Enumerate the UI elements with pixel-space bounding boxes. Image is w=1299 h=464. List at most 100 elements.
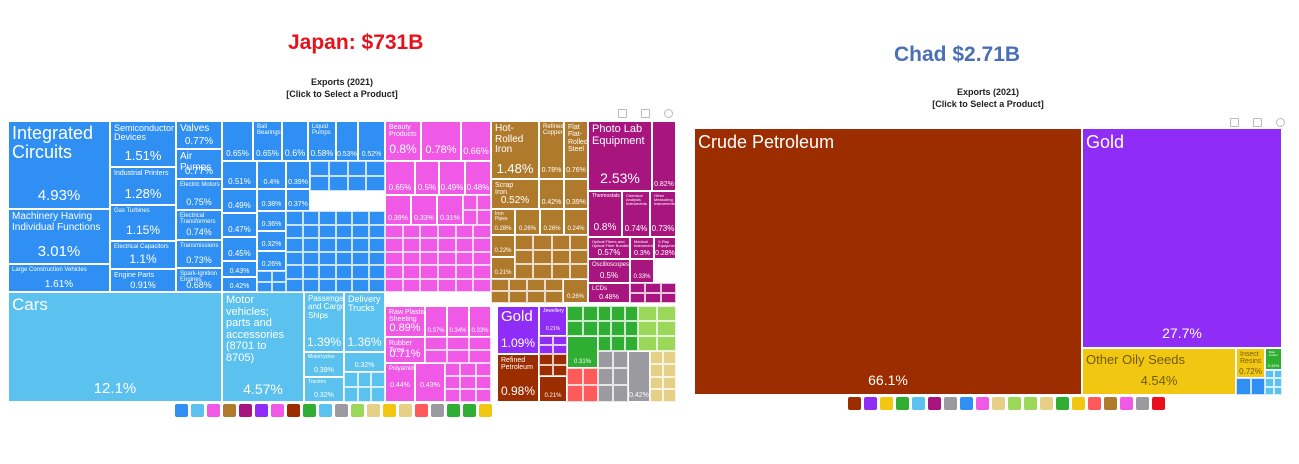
treemap-tile[interactable]: Electrical Capacitors 1.1%: [110, 241, 176, 269]
treemap-tile[interactable]: Flat Flat-Rolled Steel 0.76%: [564, 121, 588, 179]
treemap-tile[interactable]: [582, 385, 598, 402]
legend-category-icon[interactable]: [944, 397, 957, 410]
treemap-tile[interactable]: [455, 278, 474, 292]
treemap-tile[interactable]: [624, 336, 638, 351]
treemap-tile[interactable]: [319, 251, 336, 265]
treemap-tile[interactable]: [366, 176, 385, 191]
treemap-tile[interactable]: 0.38%: [257, 189, 286, 211]
treemap-tile[interactable]: [663, 363, 676, 377]
legend-category-icon[interactable]: [1024, 397, 1037, 410]
treemap-tile[interactable]: 0.26%: [540, 209, 564, 235]
treemap-tile[interactable]: [335, 238, 352, 252]
treemap-tile[interactable]: [328, 161, 348, 176]
treemap-tile[interactable]: Industrial Printers 1.28%: [110, 167, 176, 205]
legend-category-icon[interactable]: [415, 404, 428, 417]
treemap-tile[interactable]: [515, 264, 534, 279]
treemap-tile[interactable]: [402, 251, 421, 266]
treemap-tile[interactable]: [533, 264, 552, 279]
treemap-tile[interactable]: [650, 363, 663, 377]
treemap-tile[interactable]: [447, 350, 469, 363]
treemap-tile[interactable]: Ball Bearings 0.65%: [253, 121, 282, 161]
legend-category-icon[interactable]: [239, 404, 252, 417]
japan-treemap[interactable]: Integrated Circuits 4.93% Machinery Having…: [8, 121, 676, 402]
treemap-tile[interactable]: [385, 225, 403, 239]
treemap-tile[interactable]: [302, 238, 319, 252]
treemap-tile[interactable]: [286, 265, 303, 279]
treemap-tile[interactable]: [473, 251, 491, 266]
legend-category-icon[interactable]: [1072, 397, 1085, 410]
treemap-tile[interactable]: [553, 336, 567, 345]
treemap-tile[interactable]: [347, 161, 367, 176]
treemap-tile[interactable]: 0.37%: [286, 189, 310, 211]
treemap-tile[interactable]: 0.31%: [437, 195, 463, 225]
treemap-tile[interactable]: [477, 195, 491, 210]
legend-category-icon[interactable]: [255, 404, 268, 417]
legend-category-icon[interactable]: [351, 404, 364, 417]
treemap-tile[interactable]: [473, 238, 491, 252]
treemap-tile[interactable]: [598, 336, 612, 351]
legend-category-icon[interactable]: [271, 404, 284, 417]
treemap-tile[interactable]: [302, 211, 319, 225]
legend-category-icon[interactable]: [1120, 397, 1133, 410]
treemap-tile[interactable]: [445, 389, 461, 402]
treemap-tile[interactable]: Photo Lab Equipment 2.53%: [588, 121, 652, 191]
legend-category-icon[interactable]: [992, 397, 1005, 410]
treemap-tile[interactable]: [438, 265, 456, 279]
treemap-tile[interactable]: Transmissions 0.73%: [176, 240, 222, 268]
treemap-tile[interactable]: [515, 249, 534, 265]
treemap-tile[interactable]: [335, 278, 352, 292]
legend-category-icon[interactable]: [479, 404, 492, 417]
treemap-tile[interactable]: [368, 211, 385, 225]
treemap-tile[interactable]: [539, 365, 553, 376]
treemap-tile[interactable]: [455, 225, 474, 239]
treemap-tile[interactable]: 0.49%: [222, 189, 257, 213]
legend-category-icon[interactable]: [1136, 397, 1149, 410]
treemap-tile[interactable]: [613, 351, 628, 368]
treemap-tile[interactable]: [1265, 378, 1274, 387]
treemap-tile[interactable]: [469, 337, 491, 350]
treemap-tile[interactable]: [509, 279, 527, 291]
download-icon[interactable]: [641, 109, 650, 118]
treemap-tile[interactable]: [271, 281, 286, 292]
legend-category-icon[interactable]: [431, 404, 444, 417]
legend-category-icon[interactable]: [367, 404, 380, 417]
treemap-tile[interactable]: [567, 321, 583, 336]
treemap-tile[interactable]: 0.43%: [415, 363, 445, 402]
treemap-tile[interactable]: Raw Plastic Sheeting 0.89%: [385, 306, 425, 337]
treemap-tile[interactable]: [539, 336, 553, 345]
treemap-tile[interactable]: [286, 224, 303, 238]
treemap-tile[interactable]: [475, 363, 491, 376]
legend-category-icon[interactable]: [447, 404, 460, 417]
treemap-tile[interactable]: Gold 1.09%: [497, 306, 539, 354]
legend-category-icon[interactable]: [912, 397, 925, 410]
treemap-tile[interactable]: [491, 291, 509, 303]
treemap-tile[interactable]: [357, 372, 372, 387]
treemap-tile[interactable]: [352, 251, 369, 265]
treemap-tile[interactable]: 0.42%: [539, 179, 564, 209]
treemap-tile[interactable]: [475, 389, 491, 402]
treemap-tile[interactable]: Liquid Pumps 0.58%: [308, 121, 336, 161]
treemap-tile[interactable]: [352, 211, 369, 225]
treemap-tile[interactable]: Optical Fibers and Optical Fiber Bundles…: [588, 237, 630, 259]
treemap-tile[interactable]: Insect Resins 0.72%: [1236, 348, 1265, 378]
table-view-icon[interactable]: [618, 109, 627, 118]
treemap-tile[interactable]: Valves 0.77%: [176, 121, 222, 149]
treemap-tile[interactable]: 0.6%: [282, 121, 308, 161]
treemap-tile[interactable]: [1236, 378, 1251, 395]
treemap-tile[interactable]: [310, 176, 329, 191]
chad-treemap[interactable]: Crude Petroleum 66.1% Gold 27.7% Other Oily …: [694, 128, 1282, 395]
treemap-tile[interactable]: [335, 224, 352, 238]
treemap-tile[interactable]: [475, 376, 491, 389]
treemap-tile[interactable]: 0.26%: [515, 209, 540, 235]
treemap-tile[interactable]: [352, 224, 369, 238]
treemap-tile[interactable]: Engine Parts 0.91%: [110, 269, 176, 292]
treemap-tile[interactable]: [385, 238, 403, 252]
treemap-tile[interactable]: 0.24%: [564, 209, 588, 235]
treemap-tile[interactable]: [553, 365, 567, 376]
treemap-tile[interactable]: [527, 279, 545, 291]
treemap-tile[interactable]: [445, 376, 461, 389]
treemap-tile[interactable]: [473, 265, 491, 279]
treemap-tile[interactable]: 0.5%: [415, 161, 439, 195]
treemap-tile[interactable]: [598, 368, 613, 385]
treemap-tile[interactable]: 0.34%: [447, 306, 469, 337]
